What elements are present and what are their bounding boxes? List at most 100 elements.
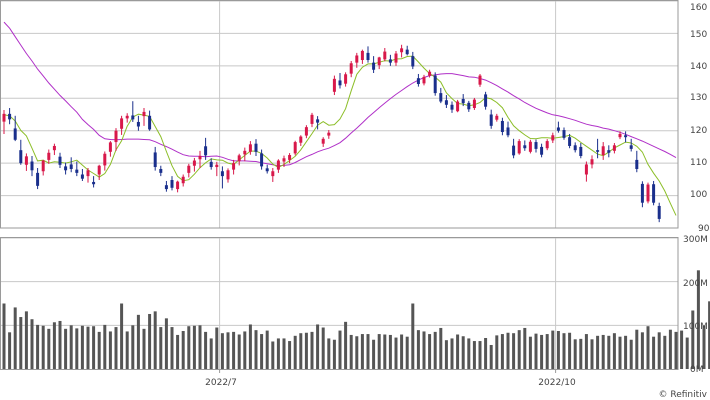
candle-body: [310, 114, 314, 124]
volume-bar: [248, 324, 252, 369]
volume-bar: [400, 334, 404, 369]
volume-bar: [355, 336, 359, 369]
volume-bar: [344, 321, 348, 369]
volume-bar: [601, 334, 605, 369]
volume-bar: [702, 325, 706, 369]
volume-bar: [674, 331, 678, 369]
volume-bar: [13, 307, 17, 369]
candle-body: [170, 180, 174, 188]
volume-bar: [568, 332, 572, 369]
candle-body: [344, 74, 348, 84]
volume-bar: [92, 326, 96, 369]
volume-bar: [232, 331, 236, 369]
volume-bar: [226, 332, 230, 369]
volume-bar: [97, 331, 101, 369]
candle-body: [562, 130, 566, 138]
volume-axis: 300M 200M 100M 0M: [683, 235, 708, 375]
volume-bar: [64, 328, 68, 369]
candle-body: [131, 115, 135, 120]
candle-body: [472, 99, 476, 109]
volume-bar: [456, 334, 460, 369]
volume-bar: [624, 335, 628, 369]
candle-body: [36, 172, 40, 186]
volume-bar: [573, 339, 577, 369]
candle-body: [192, 160, 196, 166]
volume-bar: [120, 303, 124, 369]
price-tick-label: 100: [690, 190, 707, 200]
volume-bar: [618, 336, 622, 369]
volume-bar: [114, 327, 118, 369]
candle-body: [500, 120, 504, 133]
volume-bar: [635, 329, 639, 369]
candle-body: [573, 145, 577, 151]
volume-bar: [360, 334, 364, 369]
price-tick-label: 120: [690, 126, 707, 136]
volume-bar: [461, 336, 465, 369]
volume-bar: [243, 331, 247, 369]
candle-body: [108, 142, 112, 152]
volume-bar: [254, 330, 258, 369]
volume-bar: [276, 338, 280, 369]
candle-body: [433, 75, 437, 94]
candle-body: [360, 50, 364, 61]
volume-bar: [377, 334, 381, 369]
candle-body: [92, 181, 96, 185]
candle-body: [41, 160, 45, 172]
candle-body: [551, 135, 555, 141]
price-tick-label: 140: [690, 62, 707, 72]
candle-body: [58, 156, 62, 165]
candle-body: [439, 93, 443, 102]
volume-bar: [170, 327, 174, 369]
price-panel-frame: [0, 0, 679, 229]
candle-body: [19, 150, 23, 164]
candle-body: [232, 163, 236, 170]
candle-body: [528, 141, 532, 152]
candle-body: [181, 176, 185, 184]
volume-tick-label: 100M: [683, 322, 708, 332]
candle-body: [523, 145, 527, 149]
volume-bar: [316, 324, 320, 369]
volume-tick-label: 300M: [683, 235, 708, 245]
candle-body: [114, 130, 118, 143]
volume-bar: [551, 330, 555, 369]
chart-frame: [0, 0, 679, 373]
volume-bar: [36, 324, 40, 369]
volume-bar: [209, 338, 213, 369]
volume-bar: [24, 311, 28, 369]
volume-bar: [545, 334, 549, 369]
candle-body: [428, 71, 432, 76]
volume-bar: [19, 317, 23, 369]
volume-bar: [220, 333, 224, 369]
candle-body: [103, 153, 107, 166]
volume-bar: [646, 326, 650, 369]
candle-body: [69, 164, 73, 169]
volume-bar: [159, 327, 163, 369]
volume-bar: [310, 331, 314, 369]
volume-bar: [685, 337, 689, 369]
candle-body: [30, 161, 34, 171]
candle-body: [456, 101, 460, 112]
volume-bar: [2, 303, 6, 369]
candle-body: [355, 55, 359, 63]
candle-body: [304, 127, 308, 136]
volume-bar: [556, 331, 560, 369]
price-tick-label: 160: [690, 3, 707, 13]
candle-body: [136, 121, 140, 127]
candle-body: [226, 170, 230, 180]
candle-body: [215, 164, 219, 168]
volume-bar: [668, 329, 672, 369]
volume-bar: [433, 331, 437, 369]
volume-bar: [265, 330, 269, 369]
candle-body: [176, 181, 180, 190]
volume-bar: [528, 336, 532, 369]
candle-body: [75, 169, 79, 173]
volume-bar: [288, 341, 292, 369]
volume-bar: [58, 320, 62, 369]
candle-body: [444, 100, 448, 105]
price-tick-label: 110: [690, 158, 707, 168]
candle-body: [416, 78, 420, 85]
volume-bar: [47, 328, 51, 369]
candle-body: [288, 155, 292, 160]
candle-body: [120, 118, 124, 129]
candle-body: [377, 57, 381, 66]
